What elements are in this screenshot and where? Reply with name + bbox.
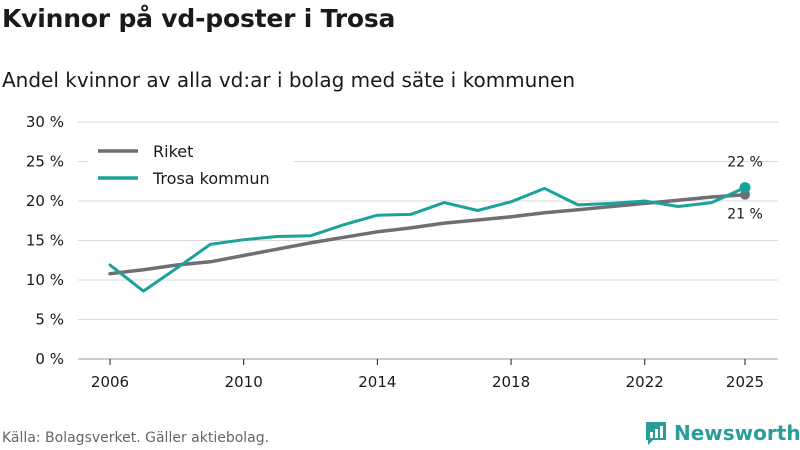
brand-name: Newsworthy [674, 421, 800, 445]
x-tick-label: 2018 [492, 373, 530, 391]
series-line-trosa [108, 186, 747, 293]
x-tick-label: 2006 [91, 373, 129, 391]
x-tick-label: 2025 [726, 373, 764, 391]
y-tick-label: 0 % [35, 350, 64, 368]
series-line-riket [108, 192, 747, 276]
x-tick-label: 2014 [358, 373, 396, 391]
source-note: Källa: Bolagsverket. Gäller aktiebolag. [2, 430, 270, 446]
chart-subtitle: Andel kvinnor av alla vd:ar i bolag med … [2, 68, 575, 92]
y-tick-label: 30 % [26, 113, 64, 131]
x-tick-label: 2022 [626, 373, 664, 391]
newsworthy-logo-icon [646, 422, 666, 445]
end-label-riket: 21 % [727, 207, 763, 223]
legend-label-riket: Riket [153, 142, 193, 161]
legend-label-trosa: Trosa kommun [152, 169, 270, 188]
legend-background [88, 136, 294, 196]
x-tick-label: 2010 [225, 373, 263, 391]
y-tick-label: 5 % [35, 311, 64, 329]
y-tick-label: 20 % [26, 192, 64, 210]
y-tick-label: 25 % [26, 153, 64, 171]
y-tick-label: 15 % [26, 232, 64, 250]
end-label-trosa: 22 % [727, 155, 763, 171]
chart-title: Kvinnor på vd-poster i Trosa [2, 4, 396, 33]
brand-logo[interactable]: Newsworthy [644, 420, 800, 446]
y-tick-label: 10 % [26, 271, 64, 289]
end-marker-trosa [739, 182, 751, 194]
